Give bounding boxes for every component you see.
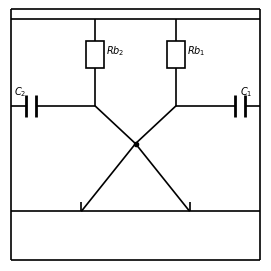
Text: $C_2$: $C_2$ bbox=[14, 85, 26, 99]
Text: $C_1$: $C_1$ bbox=[240, 85, 252, 99]
Text: $Rb_2$: $Rb_2$ bbox=[106, 45, 124, 58]
Bar bbox=[167, 41, 185, 68]
Text: $Rb_1$: $Rb_1$ bbox=[187, 45, 206, 58]
Bar bbox=[86, 41, 104, 68]
